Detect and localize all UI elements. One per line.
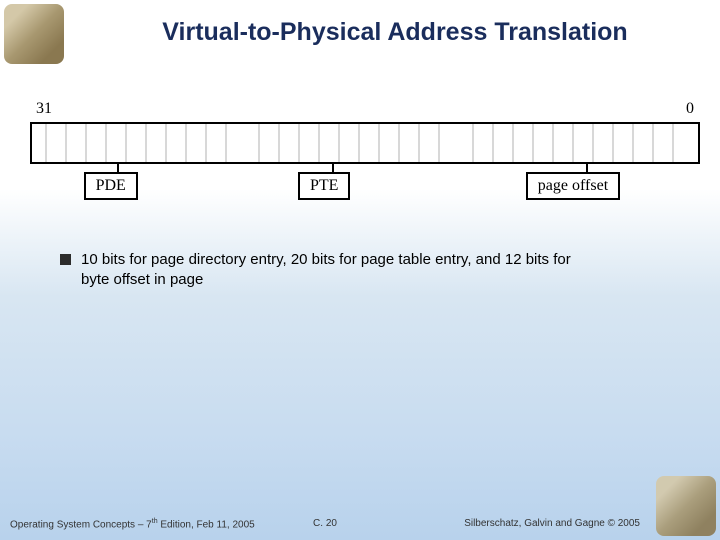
bit-label-low: 0 [686,100,694,118]
address-diagram: 31 0 PDE PTE page offset [30,100,700,220]
footer-right: Silberschatz, Galvin and Gagne © 2005 [388,518,640,529]
footer-left-b: Edition, Feb 11, 2005 [158,519,255,530]
mascot-top-left [4,4,64,64]
footer-left: Operating System Concepts – 7th Edition,… [10,518,262,530]
footer: Operating System Concepts – 7th Edition,… [10,518,640,530]
bit-label-high: 31 [36,100,52,118]
label-pte: PTE [298,172,350,200]
page-title: Virtual-to-Physical Address Translation [100,18,690,47]
label-pde: PDE [84,172,138,200]
address-bar [30,122,700,164]
bullet-text: 10 bits for page directory entry, 20 bit… [81,250,600,291]
footer-left-a: Operating System Concepts – 7 [10,519,152,530]
field-pde-ticks [45,124,238,162]
bullet-square-icon [60,254,71,265]
bullet-item: 10 bits for page directory entry, 20 bit… [60,250,600,291]
footer-center: C. 20 [262,518,388,529]
field-offset-ticks [472,124,688,162]
connector-offset [586,164,588,172]
connector-pte [332,164,334,172]
label-page-offset: page offset [526,172,620,200]
mascot-bottom-right [656,476,716,536]
field-pte-ticks [258,124,451,162]
connector-pde [117,164,119,172]
